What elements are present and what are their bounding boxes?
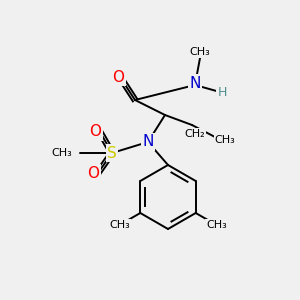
Text: N: N bbox=[189, 76, 201, 91]
Text: CH₃: CH₃ bbox=[190, 47, 210, 57]
Text: H: H bbox=[217, 85, 227, 98]
Text: O: O bbox=[87, 166, 99, 181]
Text: O: O bbox=[89, 124, 101, 140]
Text: O: O bbox=[112, 70, 124, 85]
Text: CH₃: CH₃ bbox=[214, 135, 236, 145]
Text: CH₃: CH₃ bbox=[109, 220, 130, 230]
Text: CH₃: CH₃ bbox=[206, 220, 227, 230]
Text: CH₂: CH₂ bbox=[185, 129, 205, 139]
Text: S: S bbox=[107, 146, 117, 160]
Text: CH₃: CH₃ bbox=[51, 148, 72, 158]
Text: N: N bbox=[142, 134, 154, 149]
